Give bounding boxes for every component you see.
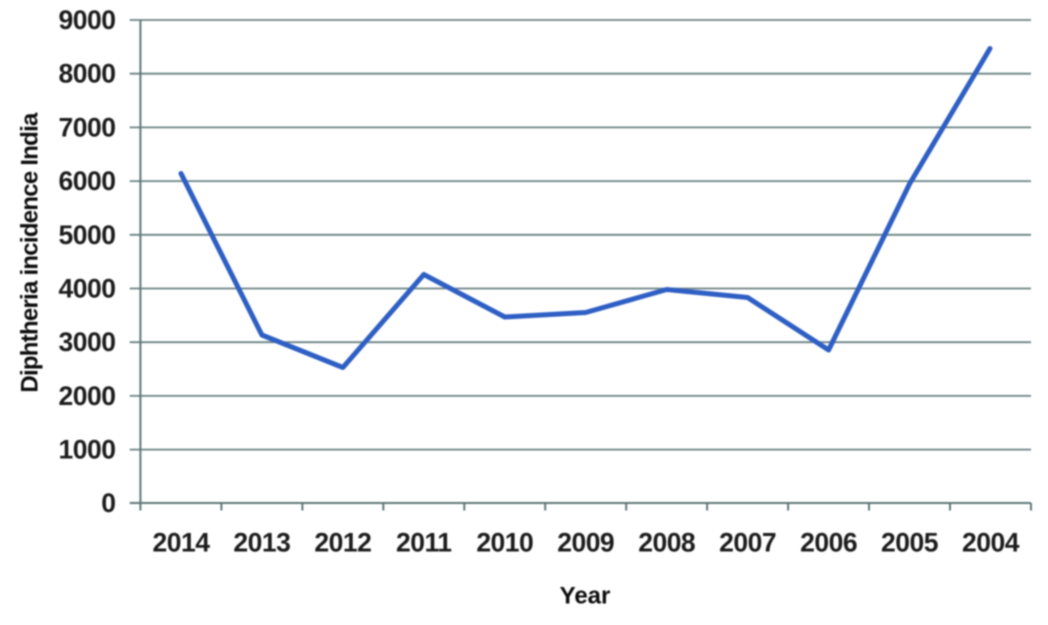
svg-text:2014: 2014: [153, 528, 211, 558]
svg-text:Diphtheria incidence India: Diphtheria incidence India: [17, 112, 44, 393]
svg-text:9000: 9000: [59, 5, 116, 35]
svg-text:2013: 2013: [233, 528, 290, 558]
svg-text:6000: 6000: [59, 166, 116, 196]
svg-text:2012: 2012: [314, 528, 371, 558]
svg-text:2005: 2005: [881, 528, 938, 558]
svg-text:7000: 7000: [59, 112, 116, 142]
svg-text:2000: 2000: [59, 381, 116, 411]
svg-text:5000: 5000: [59, 220, 116, 250]
svg-text:2009: 2009: [557, 528, 614, 558]
svg-text:2004: 2004: [962, 528, 1020, 558]
svg-text:0: 0: [101, 488, 115, 518]
svg-text:8000: 8000: [59, 59, 116, 89]
svg-text:1000: 1000: [59, 435, 116, 465]
svg-text:2011: 2011: [396, 528, 452, 558]
svg-text:4000: 4000: [59, 274, 116, 304]
svg-text:2008: 2008: [638, 528, 695, 558]
svg-text:2010: 2010: [476, 528, 533, 558]
svg-text:Year: Year: [560, 583, 611, 610]
svg-text:2006: 2006: [800, 528, 857, 558]
svg-text:3000: 3000: [59, 327, 116, 357]
svg-text:2007: 2007: [719, 528, 776, 558]
